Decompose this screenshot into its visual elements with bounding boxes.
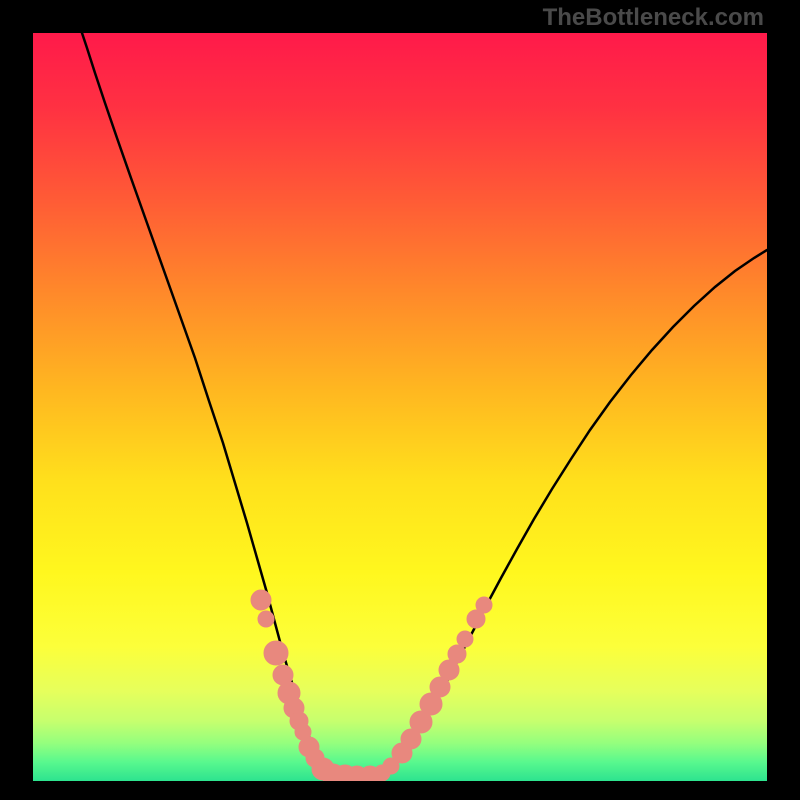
curve-marker [258,611,274,627]
watermark-label: TheBottleneck.com [543,4,764,32]
bottleneck-curve [33,33,767,781]
curve-marker [476,597,492,613]
curve-marker [251,590,271,610]
curve-markers [251,590,492,781]
curve-left-branch [82,33,353,776]
chart-frame: TheBottleneck.com [0,0,800,800]
curve-marker [448,645,466,663]
curve-right-branch [353,250,767,776]
curve-marker [457,631,473,647]
plot-area [33,33,767,781]
curve-marker [264,641,288,665]
